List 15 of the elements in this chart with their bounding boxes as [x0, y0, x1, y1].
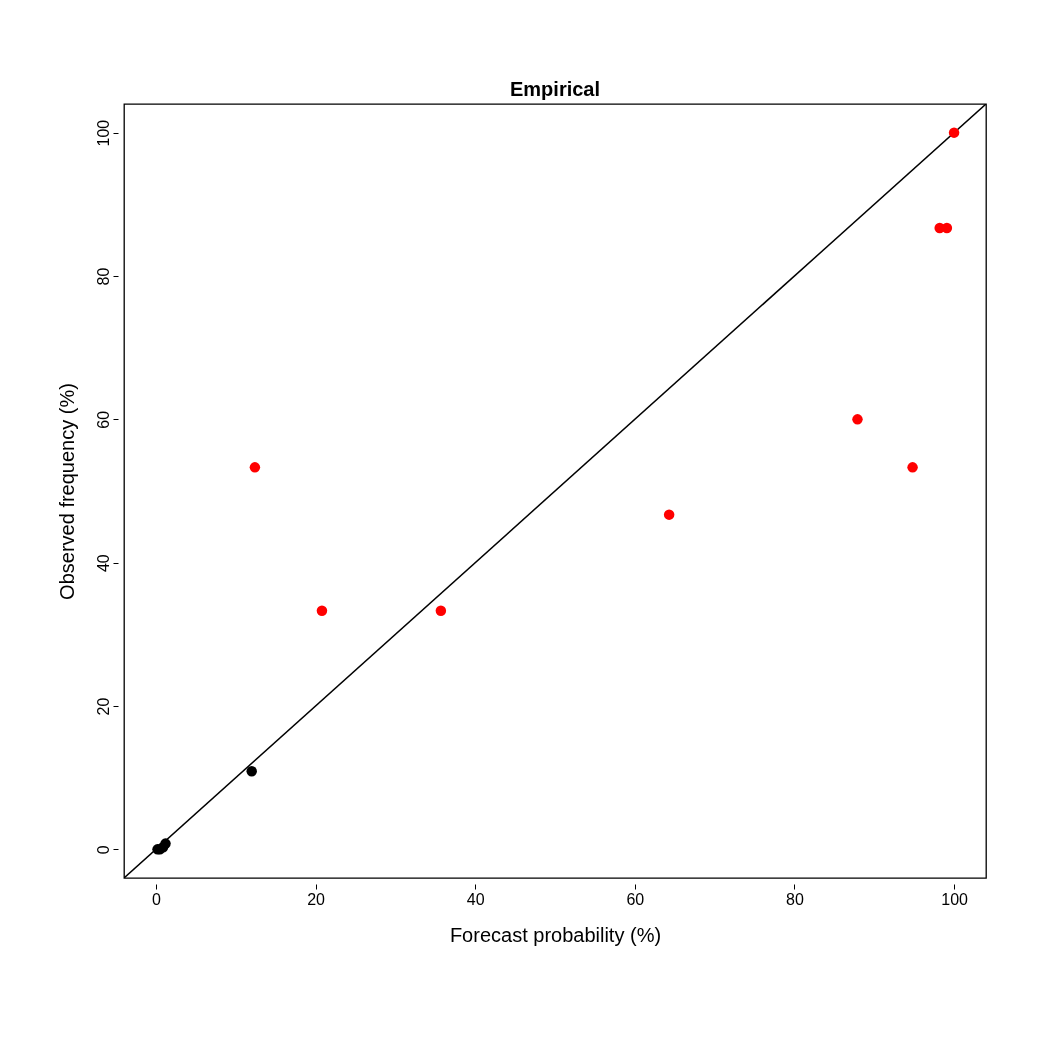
x-tick-label: 20 [307, 890, 326, 908]
y-tick-label: 40 [94, 554, 112, 573]
y-axis-title: Observed frequency (%) [55, 383, 78, 600]
y-tick-label: 0 [94, 845, 112, 855]
x-tick-label: 40 [466, 890, 485, 908]
chart-title: Empirical [509, 78, 601, 100]
x-axis-title: Forecast probability (%) [449, 923, 662, 946]
x-tick-label: 100 [941, 890, 969, 908]
x-tick-label: 80 [786, 890, 804, 908]
x-tick-label: 60 [626, 890, 645, 908]
y-tick-label: 60 [94, 410, 112, 429]
x-tick-label: 0 [151, 890, 161, 908]
y-tick-label: 80 [94, 267, 112, 286]
y-tick-label: 20 [94, 697, 112, 716]
y-tick-label: 100 [94, 119, 112, 147]
